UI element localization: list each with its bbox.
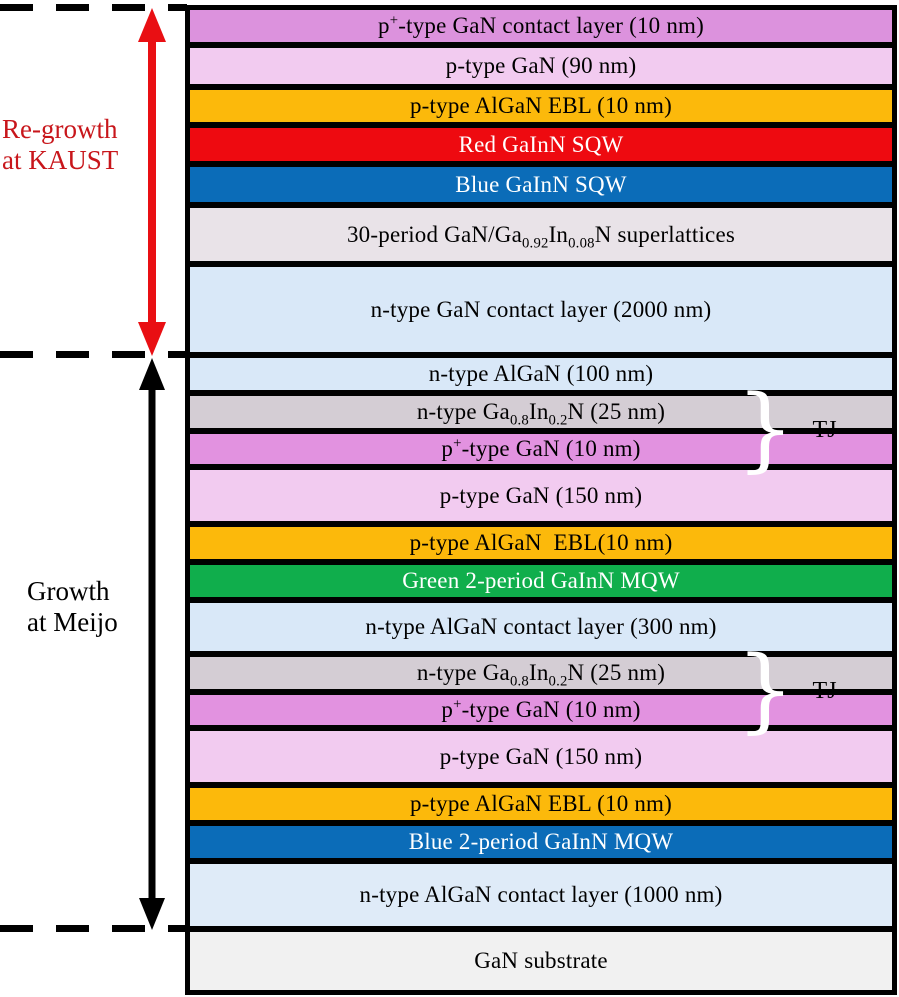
growth-label-line1: Growth [27,576,110,606]
stack-layer: p-type AlGaN EBL (10 nm) [190,788,892,820]
stack-layer-label: p-type GaN (90 nm) [445,53,637,78]
stack-layer: GaN substrate [190,932,892,990]
stack-layer-label: n-type GaN contact layer (2000 nm) [370,296,712,322]
regrowth-extent-arrow [138,8,166,356]
stack-layer-label: p-type AlGaN EBL(10 nm) [409,530,673,555]
stack-layer-label: n-type Ga0.8In0.2N (25 nm) [416,399,666,429]
stack-layer-label: p-type GaN (150 nm) [439,743,643,769]
growth-label: Growth at Meijo [27,576,118,638]
stack-layer-label: GaN substrate [474,948,608,973]
stack-layer: p-type GaN (90 nm) [190,48,892,84]
regrowth-label-line1: Re-growth [2,114,118,144]
stack-layer: Green 2-period GaInN MQW [190,565,892,597]
stack-layer: n-type Ga0.8In0.2N (25 nm) [190,396,892,428]
stack-layer: n-type AlGaN contact layer (300 nm) [190,603,892,651]
stack-layer-label: p+-type GaN (10 nm) [441,435,641,461]
tunnel-junction-label: TJ [812,416,837,443]
stack-layer-label: n-type AlGaN (100 nm) [428,361,654,386]
stack-layer: Red GaInN SQW [190,128,892,161]
growth-extent-arrow [139,358,165,930]
stack-layer-label: n-type Ga0.8In0.2N (25 nm) [416,660,666,690]
stack-layer-label: 30-period GaN/Ga0.92In0.08N superlattice… [346,221,736,252]
stack-layer: p-type GaN (150 nm) [190,731,892,782]
stack-layer: p-type AlGaN EBL (10 nm) [190,90,892,122]
regrowth-label-line2: at KAUST [2,145,119,175]
stack-layer-label: Red GaInN SQW [458,131,624,157]
tunnel-junction-annotation: } TJ [736,636,837,743]
regrowth-label: Re-growth at KAUST [2,114,118,176]
stack-layer: Blue 2-period GaInN MQW [190,826,892,858]
stack-layer-label: Blue 2-period GaInN MQW [408,829,674,854]
stack-layer: n-type GaN contact layer (2000 nm) [190,267,892,352]
stack-layer-label: Green 2-period GaInN MQW [402,568,680,593]
brace-icon: } [736,375,795,482]
stack-layer: n-type AlGaN (100 nm) [190,358,892,390]
stack-layer-label: n-type AlGaN contact layer (300 nm) [365,614,717,639]
dashed-line-middle [0,351,187,358]
stack-layer: p+-type GaN contact layer (10 nm) [190,10,892,42]
dashed-line-bottom [0,925,187,932]
stack-layer-label: p-type AlGaN EBL (10 nm) [409,791,672,816]
stack-layer: p-type GaN (150 nm) [190,470,892,521]
stack-layer-label: p-type GaN (150 nm) [439,482,643,508]
tunnel-junction-annotation: } TJ [736,375,837,482]
stack-layer-label: p+-type GaN (10 nm) [441,696,641,722]
growth-label-line2: at Meijo [27,607,118,637]
brace-icon: } [736,636,795,743]
layer-stack: p+-type GaN contact layer (10 nm) p-type … [185,5,897,995]
stack-layer-label: p-type AlGaN EBL (10 nm) [409,93,672,118]
stack-layer-label: Blue GaInN SQW [455,171,627,197]
stack-layer-label: p+-type GaN contact layer (10 nm) [378,12,704,38]
stack-layer: p+-type GaN (10 nm) [190,434,892,464]
tunnel-junction-label: TJ [812,677,837,704]
stack-layer-label: n-type AlGaN contact layer (1000 nm) [359,882,723,907]
stack-layer: p+-type GaN (10 nm) [190,695,892,725]
stack-layer: 30-period GaN/Ga0.92In0.08N superlattice… [190,208,892,261]
stack-layer: n-type Ga0.8In0.2N (25 nm) [190,657,892,689]
stack-layer: Blue GaInN SQW [190,167,892,202]
stack-layer: n-type AlGaN contact layer (1000 nm) [190,864,892,926]
dashed-line-top [0,4,187,11]
stack-layer: p-type AlGaN EBL(10 nm) [190,527,892,559]
